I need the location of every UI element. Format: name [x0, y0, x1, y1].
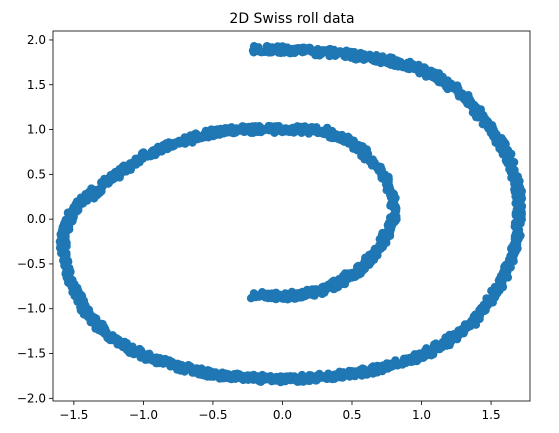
x-axis: −1.5 −1.0 −0.5 0.0 0.5 1.0 1.5 — [59, 401, 501, 422]
x-tick-label: −1.0 — [129, 408, 158, 422]
y-tick-label: −1.5 — [17, 347, 46, 361]
x-tick-label: 0.0 — [273, 408, 292, 422]
chart-title: 2D Swiss roll data — [229, 11, 354, 27]
data-point-1243 — [358, 364, 367, 373]
data-point-1992 — [255, 47, 264, 56]
data-point-1995 — [249, 48, 258, 57]
data-point-187 — [375, 241, 384, 250]
data-point-830 — [66, 280, 76, 289]
y-axis: −2.0 −1.5 −1.0 −0.5 0.0 0.5 1.0 1.5 2.0 — [17, 33, 53, 405]
y-tick-label: −2.0 — [17, 391, 46, 405]
x-tick-label: 1.5 — [482, 408, 501, 422]
y-tick-label: 0.0 — [27, 212, 46, 226]
axes-frame — [52, 30, 531, 402]
y-tick-label: 1.0 — [27, 123, 46, 137]
x-tick-label: 1.0 — [412, 408, 431, 422]
data-points — [55, 42, 527, 387]
y-tick-label: 0.5 — [27, 167, 46, 181]
y-tick-label: 2.0 — [27, 33, 46, 47]
x-tick-label: −0.5 — [198, 408, 227, 422]
x-tick-label: 0.5 — [342, 408, 361, 422]
y-tick-label: −0.5 — [17, 257, 46, 271]
x-tick-label: −1.5 — [59, 408, 88, 422]
y-tick-label: 1.5 — [27, 78, 46, 92]
y-tick-label: −1.0 — [17, 302, 46, 316]
